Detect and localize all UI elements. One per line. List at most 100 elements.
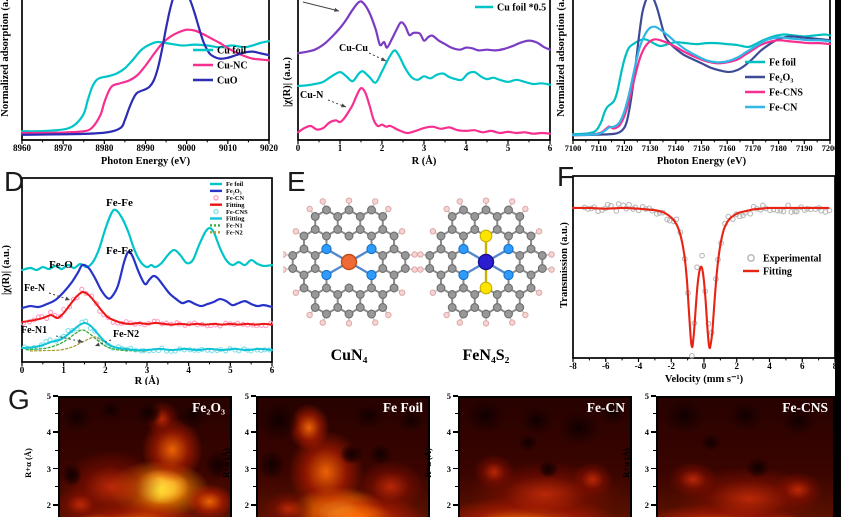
x-tick-label: 4 <box>767 361 772 371</box>
x-tick-label: 1 <box>61 365 66 375</box>
annotation-label: Fe-N2 <box>113 329 139 340</box>
hydrogen-atom <box>522 205 529 213</box>
hydrogen-atom <box>535 289 543 296</box>
data-curve <box>296 87 552 135</box>
hydrogen-atom <box>456 198 463 205</box>
legend-label: Fe-CNS <box>226 209 248 216</box>
x-tick-label: -8 <box>569 361 577 371</box>
hydrogen-atom <box>372 198 379 205</box>
x-tick-label: 9010 <box>219 143 238 153</box>
annotation-label: Fe-Fe <box>106 197 133 209</box>
y-axis-label: R+α (Å) <box>621 448 631 478</box>
data-point <box>613 208 620 214</box>
legend-label: Cu-NC <box>217 60 248 71</box>
data-point <box>694 264 700 271</box>
data-curve <box>296 0 552 55</box>
panel-f-mossbauer-chart: -8-6-4-202468ExperimentalFittingVelocity… <box>560 175 838 385</box>
y-tick <box>453 504 458 506</box>
carbon-atom <box>436 244 446 254</box>
hydrogen-atom <box>509 319 516 326</box>
x-tick-label: -2 <box>668 361 676 371</box>
y-tick <box>53 395 58 397</box>
legend-label: Fe foil <box>226 181 243 188</box>
data-point <box>747 210 754 217</box>
y-tick <box>251 504 256 506</box>
hydrogen-atom <box>345 197 353 204</box>
nitrogen-atom <box>366 269 377 281</box>
heatmap-title: Fe-CNS <box>782 400 828 415</box>
hydrogen-atom <box>443 311 450 319</box>
carbon-atom <box>378 251 388 260</box>
heatmap-feo: Fe₂O₃ <box>58 396 232 517</box>
carbon-atom <box>367 283 376 293</box>
hydrogen-atom <box>522 311 529 319</box>
legend-label: Fitting <box>226 202 245 209</box>
carbon-atom <box>504 309 513 319</box>
carbon-atom <box>367 205 376 215</box>
carbon-atom <box>333 212 343 221</box>
heatmap-title: Fe₂O₃ <box>192 400 225 415</box>
y-axis-label: R+α (Å) <box>23 448 33 478</box>
carbon-atom <box>378 290 388 299</box>
carbon-atom <box>378 225 388 234</box>
data-point <box>699 252 705 259</box>
y-tick <box>53 504 58 506</box>
y-minor-tick <box>455 449 458 451</box>
carbon-atom <box>355 290 365 299</box>
y-tick-label: 5 <box>644 391 649 401</box>
data-curve <box>20 208 274 272</box>
x-axis-label: R (Å) <box>412 155 437 167</box>
y-tick-label: 2 <box>644 500 649 511</box>
carbon-atom <box>367 231 376 241</box>
y-tick <box>251 431 256 433</box>
carbon-atom <box>344 283 354 293</box>
annotation-arrow <box>55 335 84 343</box>
hydrogen-atom <box>411 251 418 258</box>
y-minor-tick <box>55 413 58 415</box>
annotation-arrowhead <box>65 296 70 301</box>
panel-c-fe-xanes-chart: 7100 7110 7120 7130 7140 7150 7160 7170 7180 7190… <box>556 0 838 167</box>
nitrogen-atom <box>503 243 514 255</box>
carbon-atom <box>310 264 320 273</box>
y-tick-label: 3 <box>46 463 51 474</box>
data-point <box>793 208 800 215</box>
data-point <box>812 206 819 212</box>
legend-label: Fe₂O₃ <box>226 188 242 195</box>
carbon-atom <box>344 309 354 319</box>
carbon-atom <box>447 251 457 260</box>
x-tick-label: 5 <box>506 143 511 153</box>
carbon-atom <box>481 309 491 319</box>
carbon-atom <box>288 264 298 273</box>
carbon-atom <box>322 283 331 293</box>
y-tick-label: 5 <box>244 391 249 401</box>
x-tick-label: 7120 <box>616 144 633 153</box>
hydrogen-atom <box>443 205 450 213</box>
y-tick-label: 2 <box>446 500 451 511</box>
carbon-atom <box>436 270 446 280</box>
heatmap-fecn: Fe-CN <box>458 396 632 517</box>
y-axis-label: R+α (Å) <box>221 448 231 478</box>
annotation-arrowhead <box>341 103 346 108</box>
hydrogen-atom <box>292 289 300 296</box>
hydrogen-atom <box>509 198 516 205</box>
x-axis-label: Photon Energy (eV) <box>101 156 191 167</box>
y-axis-label: Transmission (a.u.) <box>560 222 570 308</box>
carbon-atom <box>447 290 457 299</box>
y-tick <box>251 467 256 470</box>
y-axis-label: R+α (Å) <box>423 448 433 478</box>
carbon-atom <box>470 303 480 312</box>
data-point <box>79 286 85 292</box>
x-tick-label: 3 <box>145 365 150 375</box>
carbon-atom <box>355 225 365 234</box>
hydrogen-atom <box>283 251 287 258</box>
hydrogen-atom <box>429 289 437 296</box>
carbon-atom <box>310 303 320 312</box>
nitrogen-atom <box>366 243 377 255</box>
x-tick-label: 7160 <box>719 144 736 153</box>
carbon-atom <box>400 264 410 273</box>
x-tick-label: 3 <box>422 143 427 153</box>
carbon-atom <box>515 290 525 299</box>
hydrogen-atom <box>548 251 555 258</box>
carbon-atom <box>515 264 525 273</box>
legend-label: Fe-CN <box>769 102 798 113</box>
